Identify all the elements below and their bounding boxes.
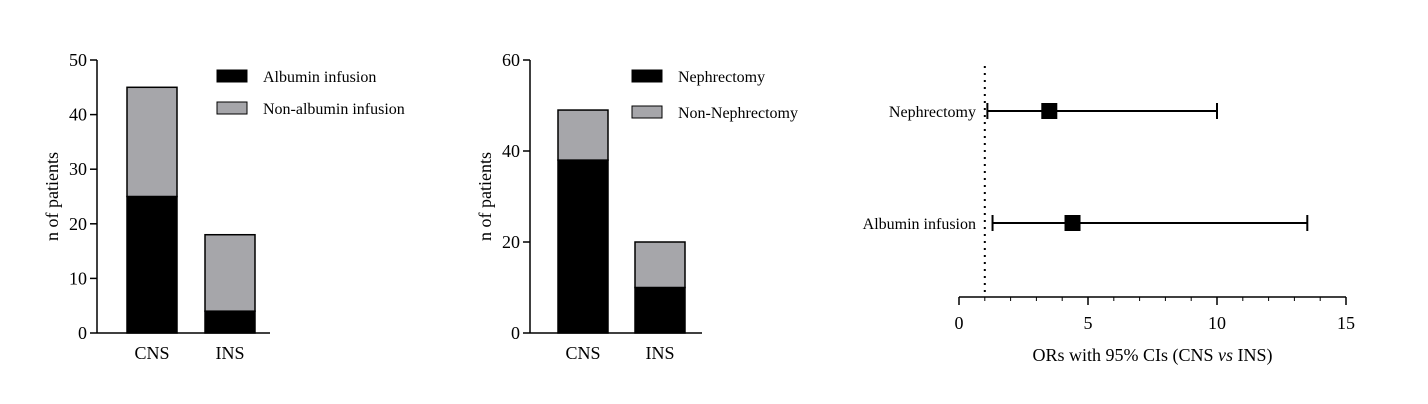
bar-segment-ins-secondary (204, 233, 256, 312)
y-tick-label: 20 (69, 214, 87, 234)
y-tick-label: 0 (511, 323, 520, 343)
y-axis-label: n of patients (475, 152, 495, 241)
x-axis-label-part: INS) (1233, 345, 1273, 366)
bar-segment-cns-primary (126, 195, 178, 334)
forest-plot-odds-ratios: 0 5 10 15 Nephrectomy Albumin infusion ORs wit… (863, 66, 1355, 366)
row-label: Albumin infusion (863, 216, 976, 233)
x-tick-label: CNS (565, 343, 600, 363)
legend-swatch (216, 69, 248, 83)
y-tick-label: 40 (502, 141, 520, 161)
stacked-bar-chart-nephrectomy: 0 20 40 60 CNS INS n of patients Nephrectomy Non… (475, 50, 798, 363)
legend-swatch (631, 105, 663, 119)
y-tick-label: 60 (502, 50, 520, 70)
y-tick-label: 0 (78, 323, 87, 343)
x-tick-label: 15 (1337, 313, 1355, 333)
bar-segment-ins-primary (204, 310, 256, 334)
bar-segment-cns-primary (557, 159, 609, 334)
bar-segment-cns-secondary (557, 109, 609, 161)
x-tick-label: INS (215, 343, 244, 363)
x-tick-label: CNS (134, 343, 169, 363)
stacked-bar-chart-albumin: 0 10 20 30 40 50 CNS INS n of patients Albumin in… (42, 50, 405, 363)
y-tick-label: 30 (69, 159, 87, 179)
estimate-marker (1064, 215, 1081, 231)
y-axis-label: n of patients (42, 152, 62, 241)
bar-segment-cns-secondary (126, 86, 178, 198)
legend-swatch (631, 69, 663, 83)
x-tick-label: INS (645, 343, 674, 363)
x-axis-label: ORs with 95% CIs (CNS vs INS) (1032, 345, 1272, 366)
x-tick-label: 5 (1084, 313, 1093, 333)
bar-segment-ins-primary (634, 286, 686, 334)
x-axis-label-italic: vs (1218, 345, 1233, 365)
x-axis-label-part: ORs with 95% CIs (CNS (1032, 345, 1218, 366)
legend-label: Nephrectomy (678, 69, 765, 86)
estimate-marker (1041, 103, 1058, 119)
legend-label: Non-Nephrectomy (678, 105, 798, 122)
x-tick-label: 0 (955, 313, 964, 333)
y-tick-label: 50 (69, 50, 87, 70)
row-label: Nephrectomy (889, 104, 976, 121)
legend-label: Albumin infusion (263, 69, 376, 86)
x-tick-label: 10 (1208, 313, 1226, 333)
legend-label: Non-albumin infusion (263, 101, 405, 118)
y-tick-label: 40 (69, 105, 87, 125)
y-tick-label: 20 (502, 232, 520, 252)
bar-segment-ins-secondary (634, 241, 686, 289)
y-tick-label: 10 (69, 268, 87, 288)
legend-swatch (216, 101, 248, 115)
